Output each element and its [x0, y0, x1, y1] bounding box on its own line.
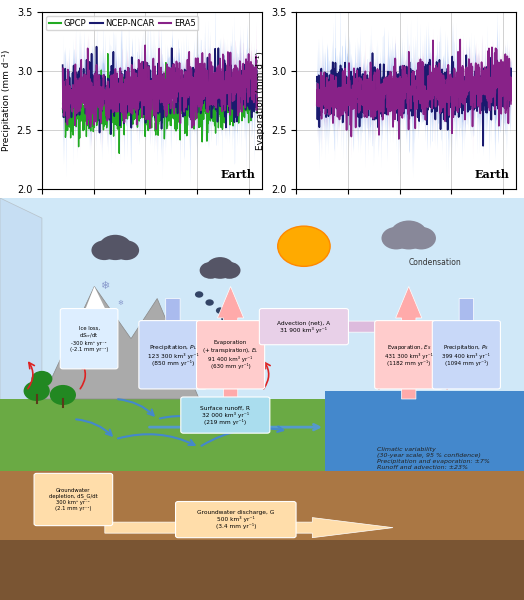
FancyBboxPatch shape	[181, 397, 270, 433]
Y-axis label: Evaporation (mm d⁻¹): Evaporation (mm d⁻¹)	[256, 51, 265, 150]
Text: Climatic variability
(30-year scale, 95 % confidence)
Precipitation and evaporat: Climatic variability (30-year scale, 95 …	[377, 447, 490, 470]
FancyBboxPatch shape	[432, 320, 500, 389]
Text: Earth: Earth	[221, 169, 255, 180]
FancyArrow shape	[396, 286, 422, 399]
FancyBboxPatch shape	[139, 320, 207, 389]
FancyArrow shape	[453, 298, 479, 387]
Circle shape	[212, 266, 228, 278]
Polygon shape	[42, 286, 199, 399]
Circle shape	[50, 385, 76, 405]
Text: Evaporation, $E_S$
431 300 km³ yr⁻¹
(1182 mm yr⁻¹): Evaporation, $E_S$ 431 300 km³ yr⁻¹ (118…	[385, 343, 433, 366]
FancyBboxPatch shape	[176, 502, 296, 538]
Circle shape	[398, 232, 419, 248]
Polygon shape	[79, 286, 110, 326]
Circle shape	[206, 257, 234, 279]
Circle shape	[114, 241, 139, 260]
Circle shape	[200, 262, 222, 279]
Text: Precipitation, $P_S$
399 400 km³ yr⁻¹
(1094 mm yr⁻¹): Precipitation, $P_S$ 399 400 km³ yr⁻¹ (1…	[442, 343, 490, 366]
FancyBboxPatch shape	[375, 320, 443, 389]
Text: Groundwater discharge, G
500 km³ yr⁻¹
(3.4 mm yr⁻¹): Groundwater discharge, G 500 km³ yr⁻¹ (3…	[197, 510, 275, 529]
Circle shape	[278, 226, 330, 266]
Text: Earth: Earth	[475, 169, 509, 180]
Circle shape	[195, 291, 203, 298]
Legend: GPCP, NCEP-NCAR, ERA5: GPCP, NCEP-NCAR, ERA5	[46, 16, 198, 30]
Circle shape	[216, 307, 224, 314]
FancyBboxPatch shape	[196, 320, 265, 389]
Text: Condensation: Condensation	[409, 258, 461, 267]
Circle shape	[219, 262, 241, 279]
Circle shape	[99, 235, 132, 260]
Circle shape	[24, 381, 50, 401]
FancyArrow shape	[278, 317, 393, 337]
FancyBboxPatch shape	[0, 198, 524, 472]
FancyArrow shape	[217, 286, 244, 399]
Polygon shape	[325, 391, 524, 472]
Circle shape	[407, 227, 436, 250]
Polygon shape	[0, 198, 42, 600]
Text: Groundwater
depletion, dS_G/dt
300 km³ yr⁻¹
(2.1 mm yr⁻¹): Groundwater depletion, dS_G/dt 300 km³ y…	[49, 488, 98, 511]
Polygon shape	[0, 399, 524, 472]
Y-axis label: Precipitation (mm d⁻¹): Precipitation (mm d⁻¹)	[2, 50, 11, 151]
Circle shape	[381, 227, 411, 250]
Text: Evaporation
(+ transpiration), $E_L$
91 400 km³ yr⁻¹
(630 mm yr⁻¹): Evaporation (+ transpiration), $E_L$ 91 …	[202, 340, 259, 370]
Text: ❄: ❄	[117, 299, 124, 305]
Polygon shape	[0, 540, 524, 600]
Text: Ice loss,
d$S_{cr}$/dt
-300 km³ yr⁻¹
(-2.1 mm yr⁻¹): Ice loss, d$S_{cr}$/dt -300 km³ yr⁻¹ (-2…	[70, 325, 108, 352]
FancyArrow shape	[105, 518, 393, 538]
FancyBboxPatch shape	[60, 308, 118, 369]
Text: Precipitation, $P_L$
123 300 km³ yr⁻¹
(850 mm yr⁻¹): Precipitation, $P_L$ 123 300 km³ yr⁻¹ (8…	[148, 343, 198, 366]
Circle shape	[31, 371, 52, 387]
FancyBboxPatch shape	[34, 473, 113, 526]
Polygon shape	[0, 472, 524, 600]
Text: Surface runoff, R
32 000 km³ yr⁻¹
(219 mm yr⁻¹): Surface runoff, R 32 000 km³ yr⁻¹ (219 m…	[200, 406, 250, 425]
FancyArrow shape	[160, 298, 186, 387]
Circle shape	[91, 241, 117, 260]
Circle shape	[390, 221, 428, 250]
Circle shape	[221, 316, 230, 322]
Text: ❄: ❄	[100, 281, 110, 292]
Text: Advection (net), A
31 900 km³ yr⁻¹: Advection (net), A 31 900 km³ yr⁻¹	[277, 320, 331, 332]
Circle shape	[106, 245, 125, 259]
Circle shape	[205, 299, 214, 306]
FancyBboxPatch shape	[259, 308, 348, 345]
